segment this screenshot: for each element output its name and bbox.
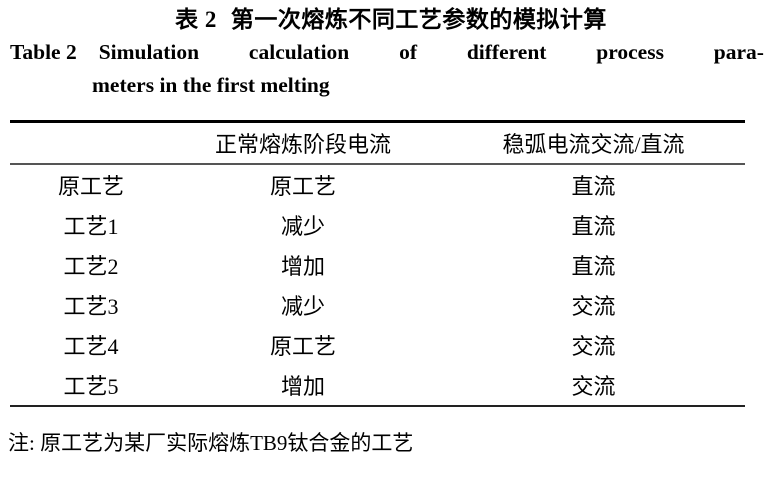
table-rule-bottom: [10, 405, 745, 407]
cell-melting-current: 原工艺: [269, 174, 336, 199]
cell-process: 工艺2: [63, 254, 119, 279]
table-body: 原工艺 原工艺 直流 工艺1 减少 直流 工艺2 增加 直流 工艺3 减少 交流 工艺4 原工艺 交流 工艺5…: [10, 165, 745, 405]
caption-english-word: different: [466, 40, 547, 64]
table-caption-block: 表 2 第一次熔炼不同工艺参数的模拟计算 Table 2 Simulation ca…: [0, 0, 764, 102]
column-header-arc-current: 稳弧电流交流/直流: [502, 132, 685, 157]
table-header-row: 正常熔炼阶段电流 稳弧电流交流/直流: [10, 123, 745, 163]
simulation-table: 正常熔炼阶段电流 稳弧电流交流/直流: [10, 123, 745, 163]
caption-english-line1-text: Simulation calculation of different process p…: [99, 36, 764, 69]
table-footnote: 注: 原工艺为某厂实际熔炼TB9钛合金的工艺: [8, 431, 414, 455]
table-row: 工艺5 增加 交流: [10, 365, 745, 405]
caption-english-line1: Table 2 Simulation calculation of different…: [10, 36, 764, 69]
simulation-table-wrapper: 正常熔炼阶段电流 稳弧电流交流/直流 原工艺 原工艺 直流 工艺1 减少 直流 工艺2 增加直…: [10, 120, 745, 407]
caption-english-line2: meters in the first melting: [92, 73, 330, 97]
cell-process: 工艺4: [63, 334, 119, 359]
caption-english-word: calculation: [248, 40, 350, 64]
cell-arc-current: 直流: [571, 254, 616, 279]
table-rule-top: [10, 120, 745, 123]
caption-chinese: 表 2 第一次熔炼不同工艺参数的模拟计算: [0, 4, 764, 36]
cell-melting-current: 减少: [280, 294, 325, 319]
caption-chinese-label: 表 2: [175, 7, 217, 32]
cell-melting-current: 减少: [280, 214, 325, 239]
caption-english: Table 2 Simulation calculation of different…: [0, 36, 764, 102]
simulation-table-body-table: 原工艺 原工艺 直流 工艺1 减少 直流 工艺2 增加 直流 工艺3 减少 交流 工艺4 原工艺 交流 工艺5…: [10, 165, 745, 405]
table-row: 工艺1 减少 直流: [10, 205, 745, 245]
caption-english-word: para-: [713, 40, 764, 64]
table-header: 正常熔炼阶段电流 稳弧电流交流/直流: [10, 123, 745, 163]
cell-process: 工艺3: [63, 294, 119, 319]
cell-arc-current: 直流: [571, 214, 616, 239]
cell-arc-current: 交流: [571, 294, 616, 319]
cell-arc-current: 直流: [571, 174, 616, 199]
table-row: 原工艺 原工艺 直流: [10, 165, 745, 205]
caption-english-word: process: [596, 40, 664, 64]
caption-english-label: Table 2: [10, 40, 77, 64]
table-row: 工艺3 减少 交流: [10, 285, 745, 325]
column-header-process: [10, 123, 180, 163]
cell-arc-current: 交流: [571, 334, 616, 359]
caption-chinese-title: 第一次熔炼不同工艺参数的模拟计算: [230, 7, 607, 32]
cell-process: 工艺5: [63, 374, 119, 399]
table-row: 工艺4 原工艺 交流: [10, 325, 745, 365]
table-row: 工艺2 增加 直流: [10, 245, 745, 285]
cell-melting-current: 增加: [280, 254, 325, 279]
cell-melting-current: 增加: [280, 374, 325, 399]
cell-process: 原工艺: [57, 174, 124, 199]
column-header-melting-current: 正常熔炼阶段电流: [214, 132, 391, 157]
caption-english-word: Simulation: [98, 40, 200, 64]
cell-arc-current: 交流: [571, 374, 616, 399]
cell-process: 工艺1: [63, 214, 119, 239]
cell-melting-current: 原工艺: [269, 334, 336, 359]
caption-english-word: of: [399, 40, 418, 64]
table-rule-header-separator: [10, 163, 745, 165]
